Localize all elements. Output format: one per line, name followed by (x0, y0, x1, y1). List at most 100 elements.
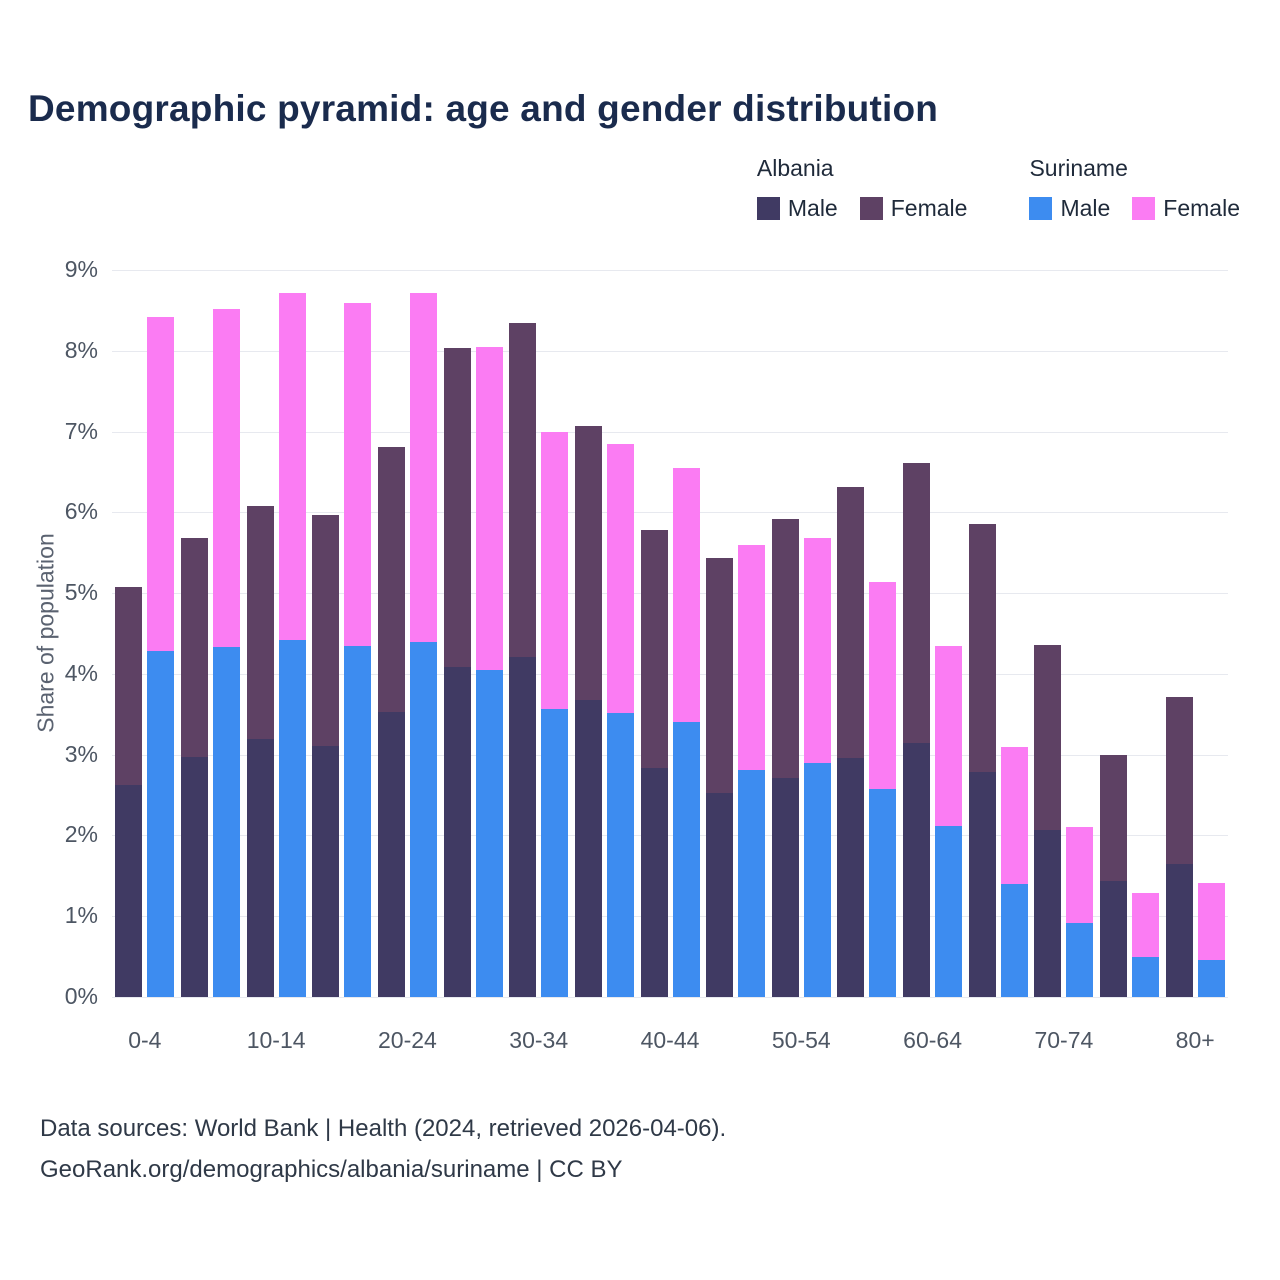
bar-suriname-35-39 (606, 443, 634, 997)
segment-albania-male (640, 767, 668, 997)
y-tick-label: 6% (64, 498, 98, 525)
segment-albania-female (574, 425, 602, 700)
bar-albania-75-79 (1100, 754, 1128, 997)
segment-suriname-female (606, 443, 634, 714)
segment-albania-male (771, 778, 799, 997)
segment-suriname-female (803, 538, 831, 763)
segment-albania-male (443, 667, 471, 997)
bar-suriname-80+ (1197, 883, 1225, 997)
legend-group-albania: Albania Male Female (756, 155, 967, 222)
x-tick-label: 0-4 (128, 1027, 162, 1053)
legend-group-title: Suriname (1029, 155, 1128, 181)
segment-suriname-male (212, 647, 240, 997)
bar-suriname-45-49 (738, 544, 766, 997)
segment-albania-male (1100, 881, 1128, 997)
legend-group-title: Albania (756, 155, 834, 181)
segment-suriname-male (278, 639, 306, 997)
segment-suriname-male (1066, 923, 1094, 997)
segment-suriname-female (1197, 883, 1225, 960)
bar-albania-60-64 (903, 463, 931, 997)
bar-suriname-25-29 (475, 346, 503, 997)
segment-albania-female (968, 524, 996, 773)
legend-swatch (859, 197, 883, 220)
segment-albania-male (246, 739, 274, 997)
segment-albania-female (115, 586, 143, 785)
gridline (112, 512, 1228, 514)
segment-albania-female (312, 514, 340, 746)
bar-albania-65-69 (968, 524, 996, 997)
bar-albania-25-29 (443, 347, 471, 997)
segment-albania-male (903, 742, 931, 997)
segment-suriname-male (1132, 956, 1160, 997)
attribution: Data sources: World Bank | Health (2024,… (40, 1108, 726, 1190)
y-tick-label: 0% (64, 983, 98, 1009)
segment-suriname-male (541, 708, 569, 997)
segment-albania-male (115, 784, 143, 997)
chart-area: Share of population 0% 1% 2% 3% 4% 5% 6% 7% 8% 9%… (0, 255, 1280, 1085)
y-tick-label: 8% (64, 336, 98, 363)
bar-suriname-50-54 (803, 538, 831, 997)
segment-albania-female (706, 558, 734, 793)
bar-suriname-55-59 (869, 581, 897, 997)
segment-suriname-female (738, 544, 766, 771)
bar-suriname-70-74 (1066, 826, 1094, 997)
bar-albania-35-39 (574, 425, 602, 997)
segment-suriname-male (1000, 883, 1028, 997)
bar-suriname-0-4 (147, 316, 175, 997)
gridline (112, 997, 1228, 998)
segment-suriname-male (672, 722, 700, 997)
x-tick-label: 10-14 (246, 1027, 306, 1053)
bar-albania-45-49 (706, 558, 734, 997)
segment-albania-female (1100, 754, 1128, 882)
y-tick-label: 1% (64, 902, 98, 929)
segment-suriname-female (409, 293, 437, 643)
segment-suriname-female (475, 346, 503, 670)
bar-albania-10-14 (246, 505, 274, 997)
bar-albania-30-34 (509, 322, 537, 997)
segment-albania-male (574, 699, 602, 997)
legend-label: Female (1163, 195, 1240, 221)
segment-suriname-male (869, 788, 897, 997)
segment-albania-male (1034, 829, 1062, 997)
bar-albania-80+ (1165, 696, 1193, 997)
segment-albania-male (837, 757, 865, 997)
gridline (112, 673, 1228, 675)
segment-suriname-male (475, 669, 503, 997)
bar-suriname-60-64 (935, 645, 963, 997)
segment-albania-female (1034, 644, 1062, 830)
x-tick-label: 40-44 (640, 1027, 700, 1053)
segment-albania-male (377, 711, 405, 997)
bar-albania-15-19 (312, 514, 340, 997)
bar-suriname-10-14 (278, 292, 306, 997)
data-sources-line: Data sources: World Bank | Health (2024,… (40, 1115, 727, 1142)
segment-albania-female (837, 486, 865, 758)
bar-suriname-20-24 (409, 293, 437, 997)
legend-item-albania-male: Male (756, 195, 838, 222)
bar-suriname-15-19 (344, 303, 372, 997)
legend-label: Male (1060, 195, 1111, 221)
gridline (112, 754, 1228, 756)
segment-albania-male (1165, 863, 1193, 997)
bar-albania-50-54 (771, 518, 799, 997)
gridline (112, 270, 1228, 271)
segment-albania-female (180, 538, 208, 758)
bar-albania-55-59 (837, 486, 865, 997)
segment-albania-male (509, 656, 537, 997)
bar-suriname-5-9 (212, 308, 240, 997)
segment-suriname-female (1066, 826, 1094, 924)
bar-albania-40-44 (640, 530, 668, 997)
gridline (112, 431, 1228, 433)
segment-suriname-female (278, 292, 306, 640)
segment-suriname-male (935, 825, 963, 997)
x-tick-label: 60-64 (903, 1027, 962, 1053)
segment-albania-female (377, 446, 405, 712)
segment-suriname-male (803, 762, 831, 997)
legend-items: Male Female (756, 195, 967, 222)
legend-swatch (756, 197, 780, 220)
segment-albania-male (312, 745, 340, 997)
legend-items: Male Female (1029, 195, 1240, 222)
y-tick-label: 5% (64, 579, 98, 606)
segment-albania-female (246, 505, 274, 740)
segment-suriname-female (541, 431, 569, 709)
legend-item-albania-female: Female (859, 195, 967, 222)
